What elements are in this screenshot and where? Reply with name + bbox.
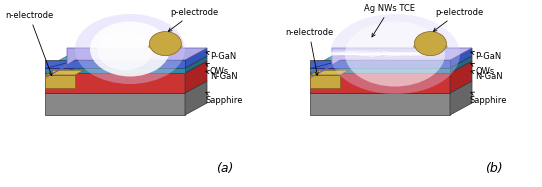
Ellipse shape bbox=[150, 32, 182, 56]
Ellipse shape bbox=[330, 14, 460, 94]
Polygon shape bbox=[185, 61, 207, 93]
Ellipse shape bbox=[90, 22, 170, 76]
Ellipse shape bbox=[413, 43, 448, 50]
Polygon shape bbox=[54, 68, 185, 73]
Text: N-GaN: N-GaN bbox=[471, 70, 502, 80]
Polygon shape bbox=[45, 48, 207, 78]
Text: p-electrode: p-electrode bbox=[434, 7, 483, 31]
Text: p-electrode: p-electrode bbox=[169, 7, 218, 31]
Polygon shape bbox=[310, 81, 472, 93]
Text: QWs: QWs bbox=[471, 63, 494, 76]
Polygon shape bbox=[310, 93, 450, 115]
Polygon shape bbox=[310, 61, 472, 73]
Polygon shape bbox=[45, 93, 185, 115]
Ellipse shape bbox=[345, 22, 445, 87]
Polygon shape bbox=[185, 81, 207, 115]
Polygon shape bbox=[45, 70, 84, 75]
Polygon shape bbox=[45, 75, 75, 88]
Text: n-electrode: n-electrode bbox=[5, 10, 53, 76]
Text: Sapphire: Sapphire bbox=[470, 92, 507, 105]
Polygon shape bbox=[450, 48, 472, 68]
Text: N-GaN: N-GaN bbox=[206, 70, 237, 80]
Polygon shape bbox=[45, 73, 185, 93]
Polygon shape bbox=[310, 70, 349, 75]
Ellipse shape bbox=[98, 32, 152, 70]
Text: P-GaN: P-GaN bbox=[206, 51, 236, 61]
Polygon shape bbox=[310, 60, 450, 68]
Polygon shape bbox=[45, 81, 207, 93]
Polygon shape bbox=[310, 75, 340, 88]
Polygon shape bbox=[310, 73, 450, 93]
Polygon shape bbox=[310, 68, 450, 73]
Polygon shape bbox=[310, 56, 472, 68]
Text: (a): (a) bbox=[216, 162, 234, 175]
Polygon shape bbox=[45, 56, 207, 68]
Polygon shape bbox=[310, 48, 472, 78]
Polygon shape bbox=[310, 60, 450, 68]
Polygon shape bbox=[45, 61, 207, 73]
Polygon shape bbox=[450, 56, 472, 73]
Ellipse shape bbox=[148, 43, 183, 50]
Text: (b): (b) bbox=[485, 162, 503, 175]
Text: n-electrode: n-electrode bbox=[285, 27, 333, 75]
Polygon shape bbox=[45, 60, 185, 68]
Ellipse shape bbox=[75, 14, 185, 84]
Text: P-GaN: P-GaN bbox=[471, 51, 501, 61]
Polygon shape bbox=[450, 81, 472, 115]
Polygon shape bbox=[45, 60, 185, 68]
Text: QWs: QWs bbox=[206, 63, 229, 76]
Polygon shape bbox=[185, 56, 207, 73]
Text: Ag NWs TCE: Ag NWs TCE bbox=[365, 4, 416, 37]
Text: Sapphire: Sapphire bbox=[205, 92, 242, 105]
Polygon shape bbox=[185, 48, 207, 68]
Polygon shape bbox=[319, 68, 450, 73]
Polygon shape bbox=[450, 61, 472, 93]
Polygon shape bbox=[45, 68, 185, 73]
Ellipse shape bbox=[415, 32, 447, 56]
